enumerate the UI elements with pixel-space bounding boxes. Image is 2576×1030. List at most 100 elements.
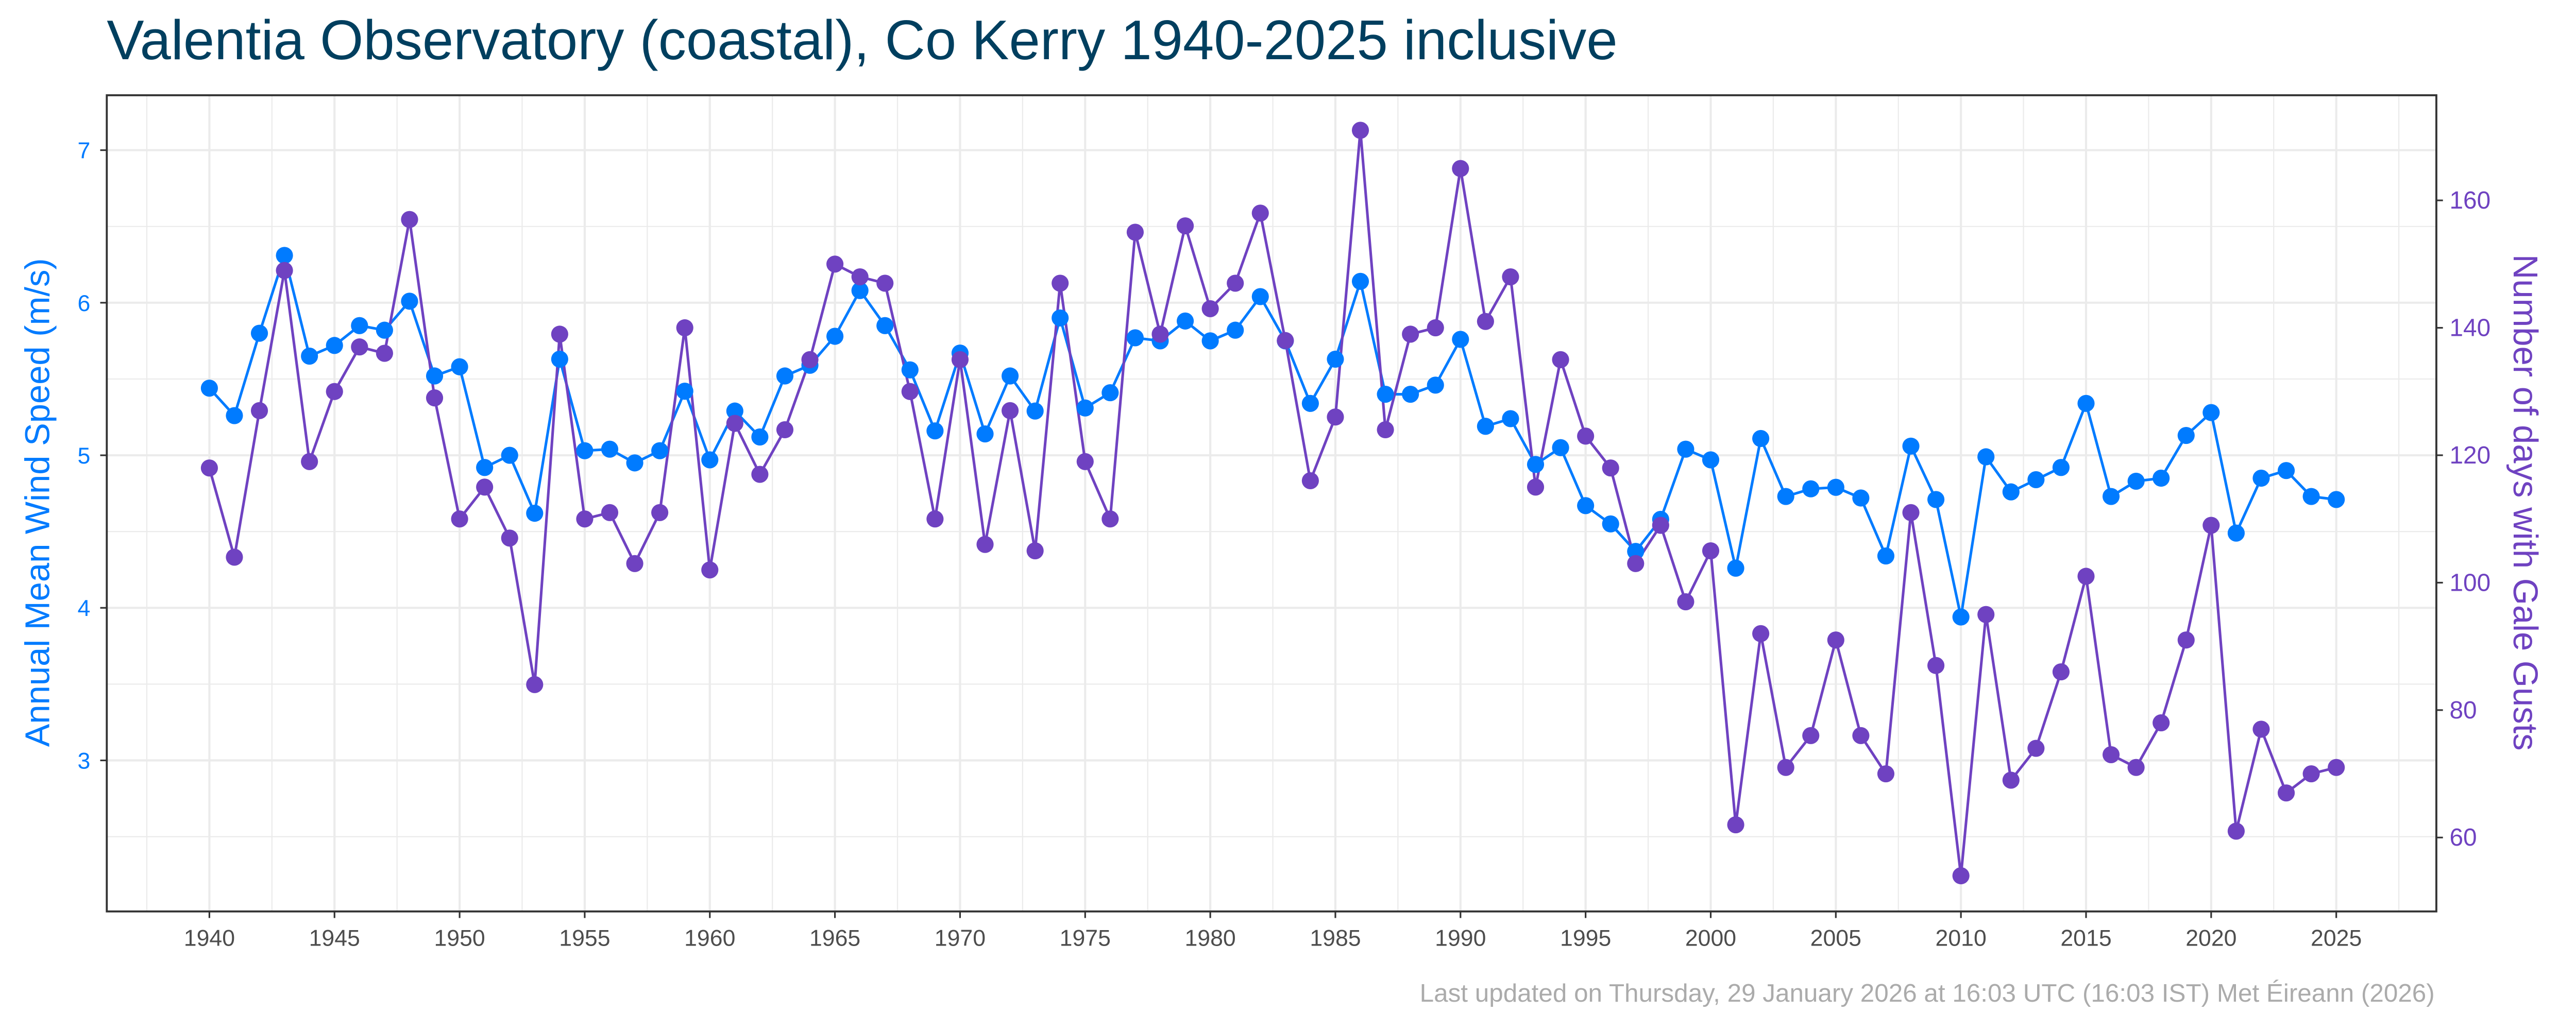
- wind-speed-point: [576, 442, 594, 459]
- wind-speed-point: [2328, 491, 2345, 508]
- wind-speed-point: [601, 440, 619, 458]
- gale-days-point: [851, 268, 869, 286]
- x-tick-label: 1985: [1310, 926, 1361, 951]
- gale-days-point: [1251, 204, 1269, 222]
- wind-speed-point: [1076, 399, 1094, 417]
- gale-days-point: [1201, 300, 1219, 317]
- wind-speed-point: [1227, 321, 1244, 339]
- left-y-tick-label: 6: [78, 291, 91, 316]
- wind-speed-point: [1727, 559, 1744, 577]
- wind-speed-point: [200, 380, 218, 397]
- gale-days-point: [576, 510, 594, 528]
- gale-days-point: [1176, 217, 1194, 235]
- right-y-tick-label: 120: [2449, 442, 2490, 469]
- gale-days-point: [276, 262, 293, 279]
- wind-speed-point: [1752, 430, 1770, 448]
- left-y-tick-label: 3: [78, 748, 91, 774]
- wind-speed-point: [1502, 410, 1519, 427]
- gale-days-point: [2077, 568, 2095, 585]
- wind-speed-point: [526, 505, 544, 522]
- gale-days-point: [451, 510, 468, 528]
- x-tick-label: 1975: [1060, 926, 1111, 951]
- gale-days-point: [1952, 867, 1970, 885]
- gale-days-point: [1927, 657, 1945, 674]
- gale-days-point: [1151, 325, 1169, 343]
- x-tick-label: 1960: [684, 926, 735, 951]
- wind-speed-point: [876, 317, 894, 334]
- gale-days-point: [1827, 631, 1844, 649]
- wind-speed-point: [1577, 497, 1595, 514]
- wind-speed-point: [1201, 332, 1219, 350]
- gale-days-point: [301, 453, 318, 470]
- gale-days-point: [226, 548, 243, 566]
- wind-speed-point: [2027, 471, 2045, 489]
- wind-speed-point: [1327, 350, 1344, 368]
- wind-speed-point: [1377, 385, 1394, 403]
- wind-speed-point: [826, 328, 844, 345]
- x-tick-label: 1970: [935, 926, 986, 951]
- wind-speed-point: [901, 361, 919, 379]
- wind-speed-point: [1527, 456, 1545, 473]
- gale-days-point: [1001, 402, 1019, 419]
- wind-speed-point: [1477, 418, 1494, 435]
- gale-days-point: [501, 529, 518, 547]
- series-points: [200, 122, 2345, 885]
- left-y-tick-label: 5: [78, 443, 91, 469]
- wind-speed-point: [501, 447, 518, 464]
- wind-speed-point: [2227, 524, 2245, 542]
- wind-speed-point: [1777, 488, 1794, 505]
- wind-speed-point: [1602, 515, 1619, 533]
- gale-days-point: [2052, 663, 2070, 681]
- gale-days-point: [250, 402, 268, 419]
- gale-days-point: [1327, 408, 1344, 426]
- wind-speed-point: [2202, 404, 2220, 421]
- gale-days-point: [2252, 720, 2270, 738]
- gale-days-point: [1227, 274, 1244, 292]
- gale-days-point: [2027, 740, 2045, 757]
- wind-speed-point: [2277, 462, 2295, 479]
- wind-speed-point: [676, 383, 693, 400]
- wind-speed-point: [301, 347, 318, 365]
- gale-days-point: [1702, 542, 1720, 560]
- grid: [107, 95, 2436, 912]
- wind-speed-point: [1402, 385, 1419, 403]
- footer-note: Last updated on Thursday, 29 January 202…: [1420, 979, 2435, 1007]
- gale-days-point: [326, 383, 343, 400]
- gale-days-point: [626, 555, 643, 572]
- gale-days-point: [551, 325, 568, 343]
- wind-speed-point: [1251, 288, 1269, 305]
- gale-days-point: [1627, 555, 1645, 572]
- x-tick-label: 1945: [309, 926, 360, 951]
- wind-speed-point: [1677, 440, 1694, 458]
- gale-days-point: [1277, 332, 1294, 349]
- gale-days-point: [2302, 765, 2320, 783]
- wind-speed-point: [851, 282, 869, 299]
- gale-days-point: [1652, 517, 1669, 534]
- gale-days-point: [1477, 313, 1494, 330]
- gale-days-point: [1351, 122, 1369, 139]
- gale-days-point: [2227, 822, 2245, 840]
- gale-days-point: [1552, 351, 1569, 368]
- right-y-tick-label: 160: [2449, 187, 2490, 214]
- wind-speed-point: [326, 337, 343, 354]
- gale-days-point: [826, 255, 844, 273]
- wind-speed-point: [1552, 439, 1569, 456]
- gale-days-point: [726, 415, 743, 432]
- wind-speed-point: [1126, 329, 1144, 347]
- wind-speed-point: [2052, 459, 2070, 476]
- gale-days-point: [801, 351, 819, 368]
- gale-days-point: [1101, 510, 1119, 528]
- wind-speed-point: [1427, 376, 1444, 394]
- gale-days-point: [1902, 504, 1920, 521]
- wind-speed-point: [2002, 483, 2020, 501]
- wind-speed-point: [2252, 469, 2270, 487]
- gale-days-point: [351, 338, 368, 356]
- wind-speed-point: [1351, 272, 1369, 290]
- right-y-tick-label: 80: [2449, 697, 2477, 724]
- gale-days-point: [751, 466, 769, 483]
- wind-speed-point: [976, 425, 994, 443]
- right-y-tick-label: 60: [2449, 824, 2477, 851]
- gale-days-point: [1126, 224, 1144, 241]
- axes: 1940 1945 1950 1955 1960 1965 1970 1975 1980 1985…: [78, 139, 2491, 951]
- left-y-tick-label: 4: [78, 596, 91, 621]
